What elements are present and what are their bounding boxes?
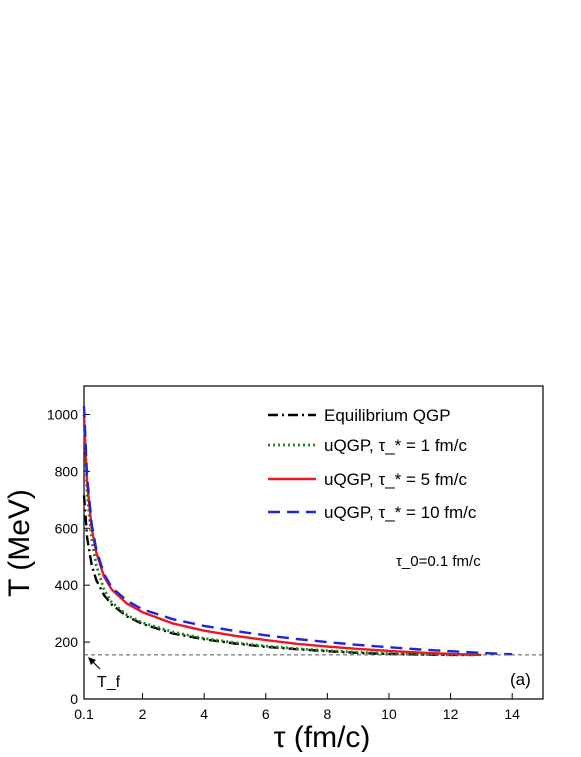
tick-layer: 0.1 2 4 6 8 10 12 14 0 200 400 600 800 1000 (47, 406, 520, 722)
y-tick-label: 800 (55, 463, 79, 479)
x-tick-label: 14 (504, 706, 520, 722)
series-layer (82, 405, 513, 657)
legend-label-tau5: uQGP, τ_* = 5 fm/c (324, 470, 467, 489)
y-tick-label: 0 (70, 691, 78, 707)
panel-label: (a) (510, 670, 531, 689)
x-tick-label: 4 (200, 706, 208, 722)
tf-annotation: T_f (88, 657, 121, 691)
y-tick-label: 200 (55, 634, 79, 650)
y-tick-label: 400 (55, 577, 79, 593)
x-tick-label: 12 (443, 706, 459, 722)
series-uqgp-tau10 (82, 405, 513, 656)
legend: Equilibrium QGP uQGP, τ_* = 1 fm/c uQGP,… (268, 406, 477, 522)
x-tick-label: 2 (139, 706, 147, 722)
y-tick-label: 600 (55, 520, 79, 536)
x-tick-label: 10 (381, 706, 397, 722)
x-tick-label: 0.1 (74, 706, 94, 722)
legend-label-equilibrium: Equilibrium QGP (324, 406, 451, 425)
y-tick-label: 1000 (47, 406, 78, 422)
tau0-annotation: τ_0=0.1 fm/c (396, 553, 481, 570)
x-axis-label: τ (fm/c) (274, 721, 371, 752)
x-tick-label: 8 (323, 706, 331, 722)
legend-label-tau10: uQGP, τ_* = 10 fm/c (324, 503, 477, 522)
x-tick-label: 6 (262, 706, 270, 722)
y-axis-label: T (MeV) (3, 489, 36, 597)
series-uqgp-tau1 (82, 414, 476, 657)
plot-frame (83, 385, 544, 700)
series-uqgp-tau5 (82, 417, 482, 657)
tf-arrow-head (88, 657, 96, 665)
series-equilibrium-qgp (82, 495, 476, 657)
legend-label-tau1: uQGP, τ_* = 1 fm/c (324, 436, 467, 455)
tf-label: T_f (97, 674, 121, 691)
